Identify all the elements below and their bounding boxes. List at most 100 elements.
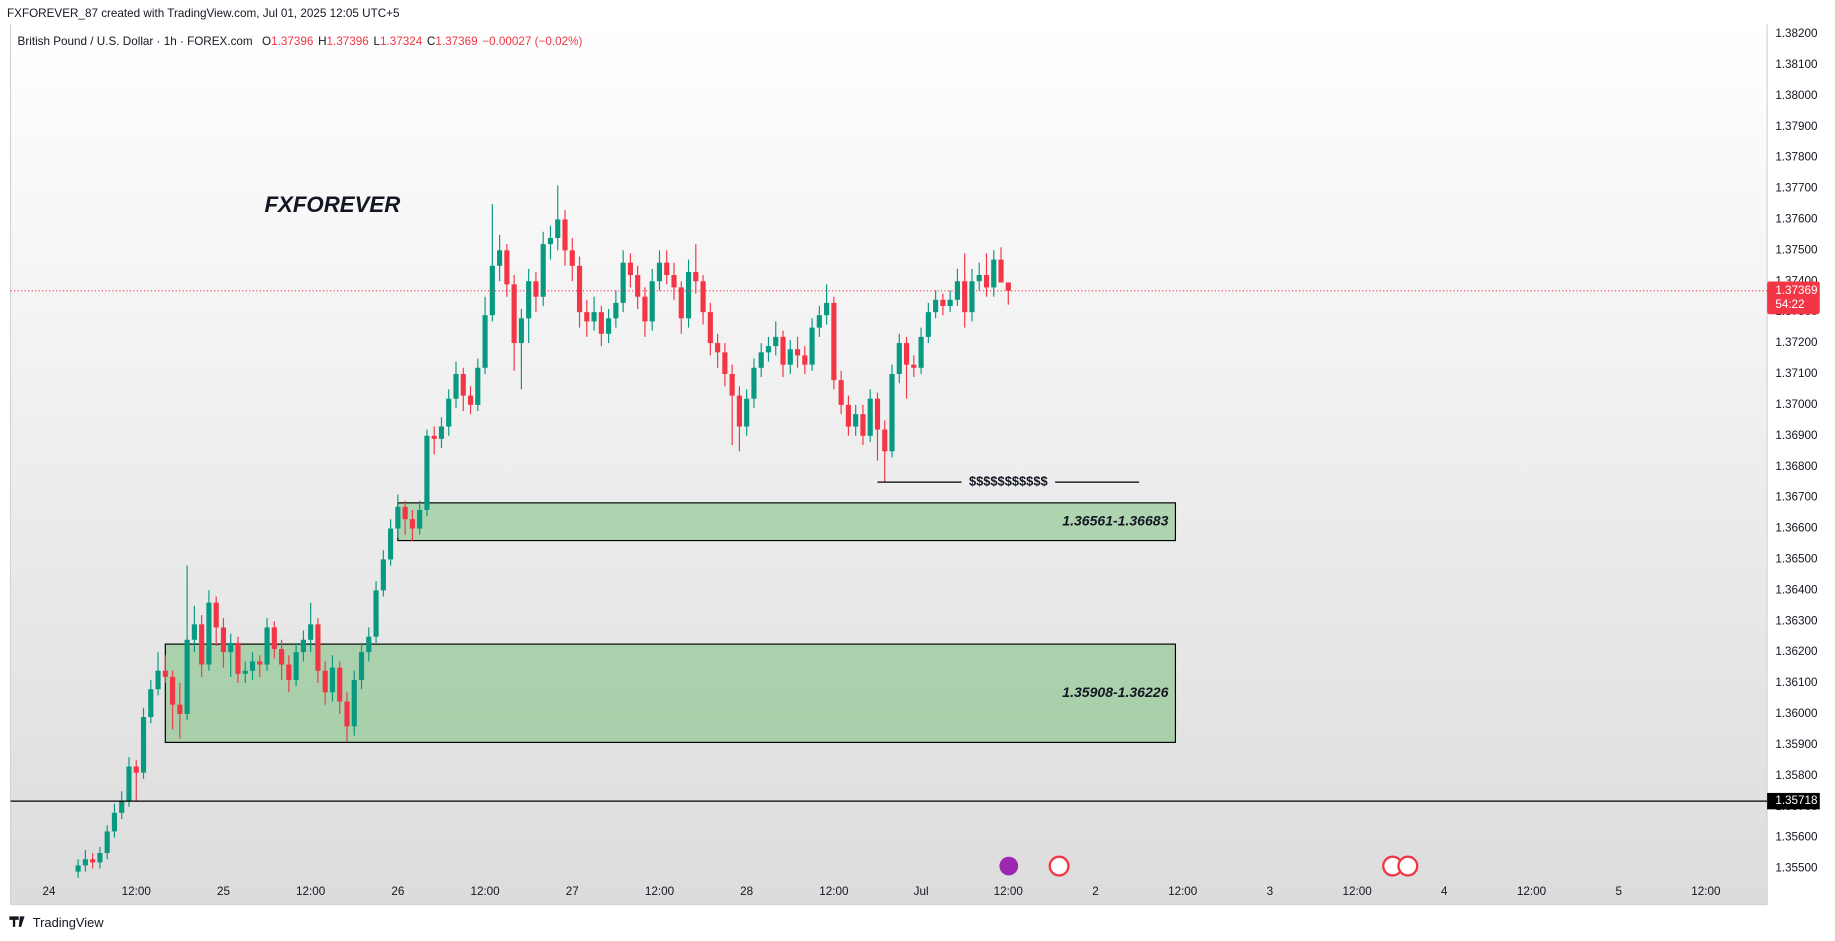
candle-body	[642, 296, 648, 322]
candle-body	[453, 373, 459, 399]
h-value: 1.37396	[327, 35, 369, 48]
candle-body	[460, 373, 466, 396]
candle-body	[504, 250, 510, 285]
candle-body	[758, 352, 764, 368]
candle-body	[249, 661, 256, 671]
y-tick-label: 1.36600	[1775, 522, 1818, 535]
y-tick-label: 1.37900	[1775, 120, 1818, 133]
candle-body	[765, 346, 772, 353]
candle-body	[191, 624, 197, 640]
candle-body	[475, 367, 481, 405]
candle-body	[104, 831, 110, 854]
x-tick-label: 3	[1267, 885, 1274, 898]
candle-body	[358, 652, 365, 680]
candle-body	[300, 639, 306, 653]
x-tick-label: 27	[566, 885, 579, 898]
candle-body	[482, 315, 488, 368]
candle-body	[845, 404, 851, 427]
x-tick-label: 12:00	[1168, 885, 1198, 898]
candle-body	[511, 284, 517, 344]
footer: TradingView	[33, 915, 104, 930]
candle-body	[780, 336, 786, 365]
change: −0.00027 (−0.02%)	[482, 35, 582, 48]
candle-body	[816, 315, 822, 328]
candle-body	[976, 275, 982, 282]
candle-body	[264, 627, 270, 665]
candle-body	[547, 237, 554, 245]
annotation: FXFOREVER	[264, 192, 400, 217]
y-tick-label: 1.37500	[1775, 243, 1818, 256]
candle-body	[184, 639, 190, 714]
candle-body	[998, 259, 1004, 283]
candle-body	[707, 312, 713, 344]
x-tick-label: 12:00	[122, 885, 152, 898]
symbol: British Pound / U.S. Dollar · 1h · FOREX…	[18, 35, 253, 48]
candle-body	[526, 281, 532, 319]
c-label: C	[427, 35, 435, 48]
candle-body	[170, 676, 176, 705]
y-tick-label: 1.36100	[1775, 676, 1818, 689]
x-tick-label: Jul	[914, 885, 929, 898]
candle-body	[402, 506, 408, 520]
candle-body	[991, 259, 997, 288]
candle-body	[82, 859, 88, 866]
candle-body	[853, 414, 859, 427]
candle-body	[802, 355, 808, 365]
y-tick-label: 1.36800	[1775, 460, 1818, 473]
candle-body	[962, 281, 968, 313]
candle-body	[896, 343, 902, 374]
y-tick-label: 1.35500	[1775, 862, 1818, 875]
candle-body	[446, 398, 452, 427]
candle-body	[700, 281, 706, 313]
candle-body	[409, 519, 415, 529]
y-tick-label: 1.37200	[1775, 336, 1818, 349]
current-price-box	[1767, 281, 1820, 315]
x-tick-label: 12:00	[1691, 885, 1721, 898]
candle-body	[882, 429, 888, 452]
candle-body	[140, 717, 147, 773]
y-tick-label: 1.37700	[1775, 182, 1818, 195]
candle-body	[664, 262, 670, 276]
price-label: 1.35718	[1775, 794, 1817, 807]
price-label-box	[1767, 792, 1820, 810]
candle-body	[838, 380, 844, 405]
candle-body	[395, 506, 401, 529]
x-tick-label: 28	[740, 885, 753, 898]
candle-body	[315, 624, 321, 671]
candle-body	[947, 299, 953, 306]
candle-body	[613, 302, 619, 319]
candle-body	[569, 250, 575, 266]
x-tick-label: 12:00	[296, 885, 326, 898]
candle-body	[373, 590, 379, 637]
candle-body	[685, 271, 692, 319]
candle-body	[308, 624, 314, 640]
candle-body	[969, 281, 975, 313]
candle-body	[736, 395, 742, 427]
y-tick-label: 1.36400	[1775, 583, 1818, 596]
candle-body	[322, 670, 328, 693]
candle-body	[627, 262, 633, 276]
candle-body	[286, 664, 292, 680]
candle-body	[438, 426, 445, 439]
zone-label: 1.36561-1.36683	[1062, 512, 1168, 528]
candle-body	[111, 812, 118, 832]
x-tick-label: 12:00	[1342, 885, 1372, 898]
candle-body	[351, 679, 357, 727]
x-tick-label: 12:00	[994, 885, 1024, 898]
candle-body	[794, 349, 801, 356]
event-icons	[999, 855, 1419, 877]
y-tick-label: 1.36200	[1775, 645, 1818, 658]
candle-body	[133, 766, 139, 773]
candle-body	[678, 287, 684, 319]
candle-body	[722, 352, 728, 374]
zone-label: 1.35908-1.36226	[1062, 684, 1168, 700]
candle-body	[584, 312, 590, 322]
x-tick-label: 12:00	[470, 885, 500, 898]
candle-body	[337, 667, 343, 702]
candle-body	[889, 373, 895, 452]
candle-body	[533, 281, 539, 297]
candle-body	[744, 398, 750, 427]
candle-body	[242, 670, 248, 674]
candle-body	[366, 636, 372, 653]
